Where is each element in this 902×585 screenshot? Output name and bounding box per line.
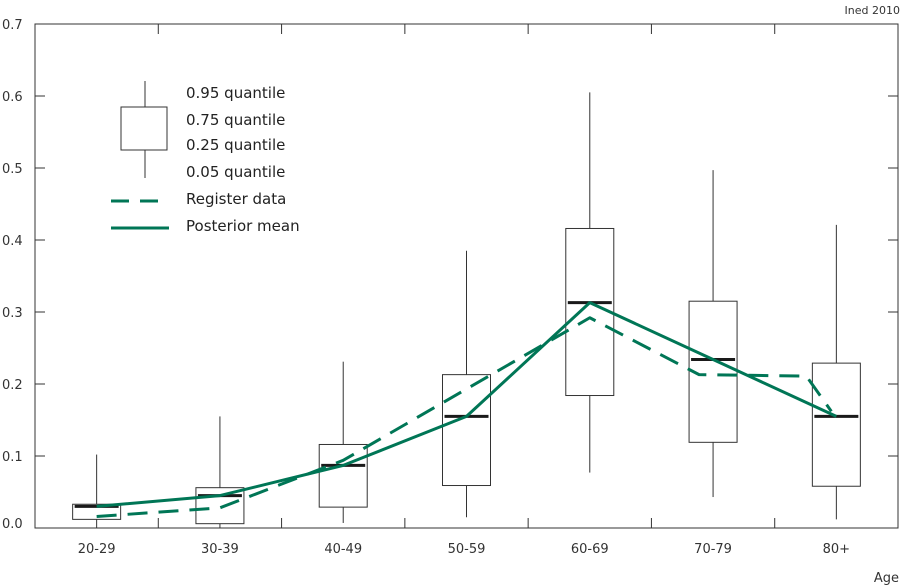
quantile-box: [318, 443, 368, 508]
x-tick-label: 20-29: [78, 542, 116, 557]
quantile-box: [811, 362, 861, 487]
axis-ticks: 0.0 0.1 0.2 0.3 0.4 0.5 0.6 0.7 20-29 30-39 40-49 5…: [2, 18, 898, 557]
x-tick-label: 50-59: [448, 542, 486, 557]
y-tick-label: 0.4: [2, 234, 23, 249]
x-tick-label: 30-39: [201, 542, 239, 557]
legend-register-label: Register data: [186, 190, 286, 208]
y-tick-label: 0.6: [2, 90, 23, 105]
y-tick-label: 0.3: [2, 306, 23, 321]
register-data-line: [96, 316, 833, 518]
quantile-box: [195, 487, 245, 525]
y-tick-label: 0.7: [2, 18, 23, 33]
credit-text: Ined 2010: [845, 4, 900, 17]
quantile-box: [565, 227, 615, 397]
legend-quantile-label: 0.95 quantile: [186, 84, 285, 102]
legend-posterior-label: Posterior mean: [186, 217, 300, 235]
legend-quantile-label: 0.25 quantile: [186, 136, 285, 154]
x-axis-title: Age: [874, 571, 899, 585]
legend: 0.95 quantile 0.75 quantile 0.25 quantile 0…: [111, 81, 300, 235]
x-tick-label: 80+: [823, 542, 850, 557]
x-tick-label: 40-49: [324, 542, 362, 557]
posterior-mean-line: [96, 301, 837, 508]
y-tick-label: 0.2: [2, 378, 23, 393]
plot-border: [34, 23, 899, 529]
legend-quantile-label: 0.75 quantile: [186, 111, 285, 129]
legend-quantile-label: 0.05 quantile: [186, 163, 285, 181]
quantile-box: [688, 300, 738, 443]
plot-frame: [34, 23, 899, 529]
y-tick-label: 0.5: [2, 162, 23, 177]
quantile-box: [442, 374, 491, 487]
y-tick-label: 0.1: [2, 450, 23, 465]
boxplots: [72, 92, 861, 528]
y-tick-label: 0.0: [2, 517, 23, 532]
series-lines: [96, 301, 837, 518]
x-tick-label: 60-69: [571, 542, 609, 557]
x-tick-label: 70-79: [694, 542, 732, 557]
legend-box: [120, 106, 168, 151]
